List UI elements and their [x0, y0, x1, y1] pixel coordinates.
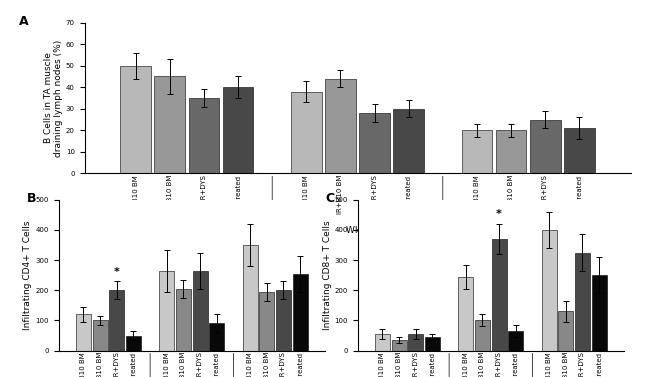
Bar — [259, 292, 274, 351]
Bar — [475, 320, 490, 351]
Text: Wk 12: Wk 12 — [514, 226, 542, 235]
Bar — [496, 130, 526, 173]
Bar — [491, 239, 506, 351]
Bar — [458, 277, 473, 351]
Text: Wk 8: Wk 8 — [346, 226, 369, 235]
Text: *: * — [114, 267, 120, 277]
Text: A: A — [19, 15, 29, 28]
Bar — [176, 289, 191, 351]
Text: C: C — [326, 192, 335, 205]
Bar — [564, 128, 595, 173]
Bar — [508, 331, 523, 351]
Bar — [126, 336, 141, 351]
Bar — [592, 275, 606, 351]
Bar — [188, 98, 219, 173]
Bar — [223, 87, 254, 173]
Bar — [93, 320, 108, 351]
Bar — [276, 290, 291, 351]
Text: B: B — [27, 192, 36, 205]
Text: Wk 4: Wk 4 — [176, 226, 198, 235]
Bar — [109, 290, 124, 351]
Bar — [530, 120, 560, 173]
Bar — [575, 253, 590, 351]
Bar — [291, 92, 322, 173]
Bar — [159, 271, 174, 351]
Bar — [541, 230, 556, 351]
Text: *: * — [496, 209, 502, 219]
Bar — [425, 337, 440, 351]
Bar — [408, 334, 423, 351]
Bar — [242, 245, 257, 351]
Bar — [192, 271, 207, 351]
Y-axis label: Infiltrating CD4+ T Cells: Infiltrating CD4+ T Cells — [23, 221, 32, 330]
Bar — [359, 113, 390, 173]
Bar — [393, 109, 424, 173]
Y-axis label: B Cells in TA muscle
draining lymph nodes (%): B Cells in TA muscle draining lymph node… — [44, 39, 63, 157]
Bar — [375, 334, 390, 351]
Bar — [392, 340, 407, 351]
Bar — [558, 311, 573, 351]
Bar — [462, 130, 492, 173]
Bar — [76, 314, 91, 351]
Bar — [155, 77, 185, 173]
Bar — [325, 79, 356, 173]
Bar — [120, 66, 151, 173]
Bar — [209, 323, 224, 351]
Y-axis label: Infiltrating CD8+ T Cells: Infiltrating CD8+ T Cells — [322, 221, 332, 330]
Bar — [292, 274, 307, 351]
